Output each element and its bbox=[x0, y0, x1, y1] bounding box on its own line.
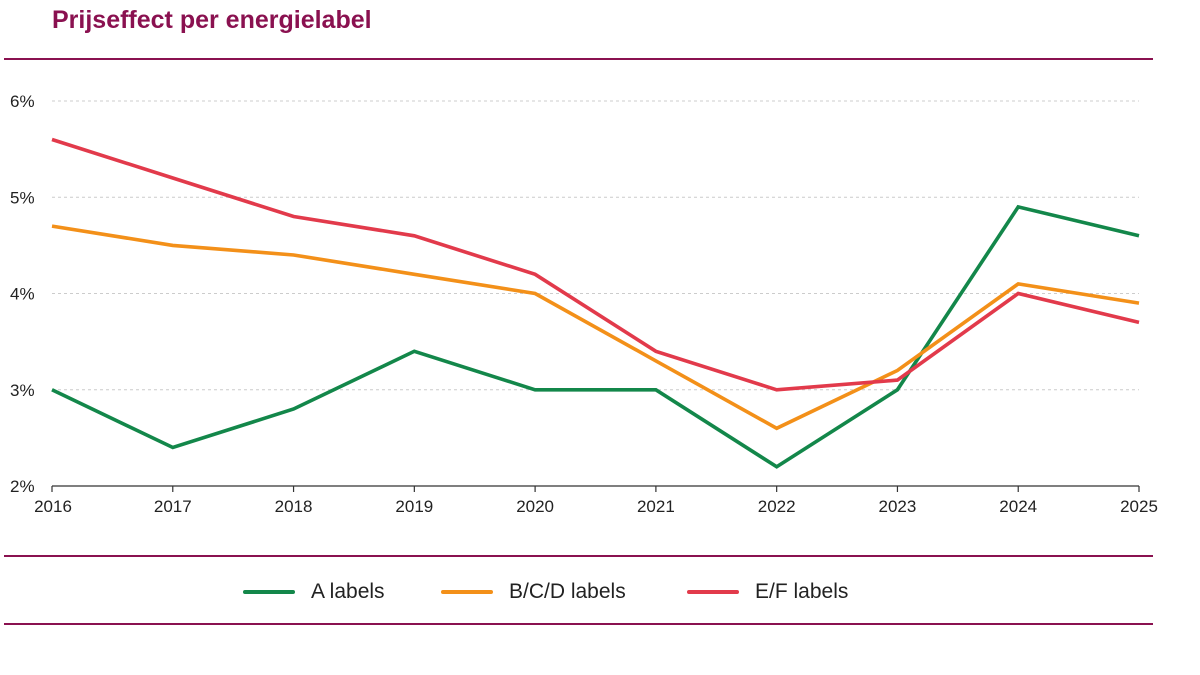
legend-item-bcd-labels: B/C/D labels bbox=[441, 574, 626, 610]
y-tick-label: 6% bbox=[10, 92, 35, 111]
y-tick-label: 3% bbox=[10, 381, 35, 400]
y-tick-label: 4% bbox=[10, 285, 35, 304]
legend-label-ef-labels: E/F labels bbox=[755, 580, 849, 603]
legend-bottom-divider bbox=[4, 623, 1153, 625]
y-tick-label: 2% bbox=[10, 477, 35, 496]
x-tick-label: 2024 bbox=[999, 497, 1037, 516]
y-tick-label: 5% bbox=[10, 188, 35, 207]
x-tick-label: 2017 bbox=[154, 497, 192, 516]
line-chart: 2% 3% 4% 5% 6% 2016 2017 2018 2019 2020 2021 2022 20… bbox=[10, 92, 1158, 516]
series-lines bbox=[51, 137, 1140, 469]
series-line-b-c-d-labels bbox=[51, 224, 1140, 431]
legend-item-ef-labels: E/F labels bbox=[687, 574, 848, 610]
legend-swatch-ef-labels bbox=[687, 590, 739, 594]
axes: 2% 3% 4% 5% 6% 2016 2017 2018 2019 2020 2021 2022 20… bbox=[10, 92, 1158, 516]
legend-label-a-labels: A labels bbox=[311, 580, 385, 603]
legend-swatch-a-labels bbox=[243, 590, 295, 594]
chart-title: Prijseffect per energielabel bbox=[52, 6, 372, 34]
x-tick-label: 2020 bbox=[516, 497, 554, 516]
x-tick-label: 2022 bbox=[758, 497, 796, 516]
x-tick-label: 2018 bbox=[275, 497, 313, 516]
series-line-a-labels bbox=[51, 204, 1140, 469]
top-divider bbox=[4, 58, 1153, 60]
x-tick-label: 2021 bbox=[637, 497, 675, 516]
x-tick-label: 2016 bbox=[34, 497, 72, 516]
x-tick-label: 2025 bbox=[1120, 497, 1158, 516]
series-line-e-f-labels bbox=[51, 137, 1140, 392]
legend-top-divider bbox=[4, 555, 1153, 557]
legend-item-a-labels: A labels bbox=[243, 574, 385, 610]
legend-swatch-bcd-labels bbox=[441, 590, 493, 594]
x-tick-label: 2019 bbox=[395, 497, 433, 516]
grid-lines bbox=[52, 100, 1139, 391]
x-tick-label: 2023 bbox=[879, 497, 917, 516]
legend: A labels B/C/D labels E/F labels bbox=[0, 574, 1200, 610]
legend-label-bcd-labels: B/C/D labels bbox=[509, 580, 626, 603]
